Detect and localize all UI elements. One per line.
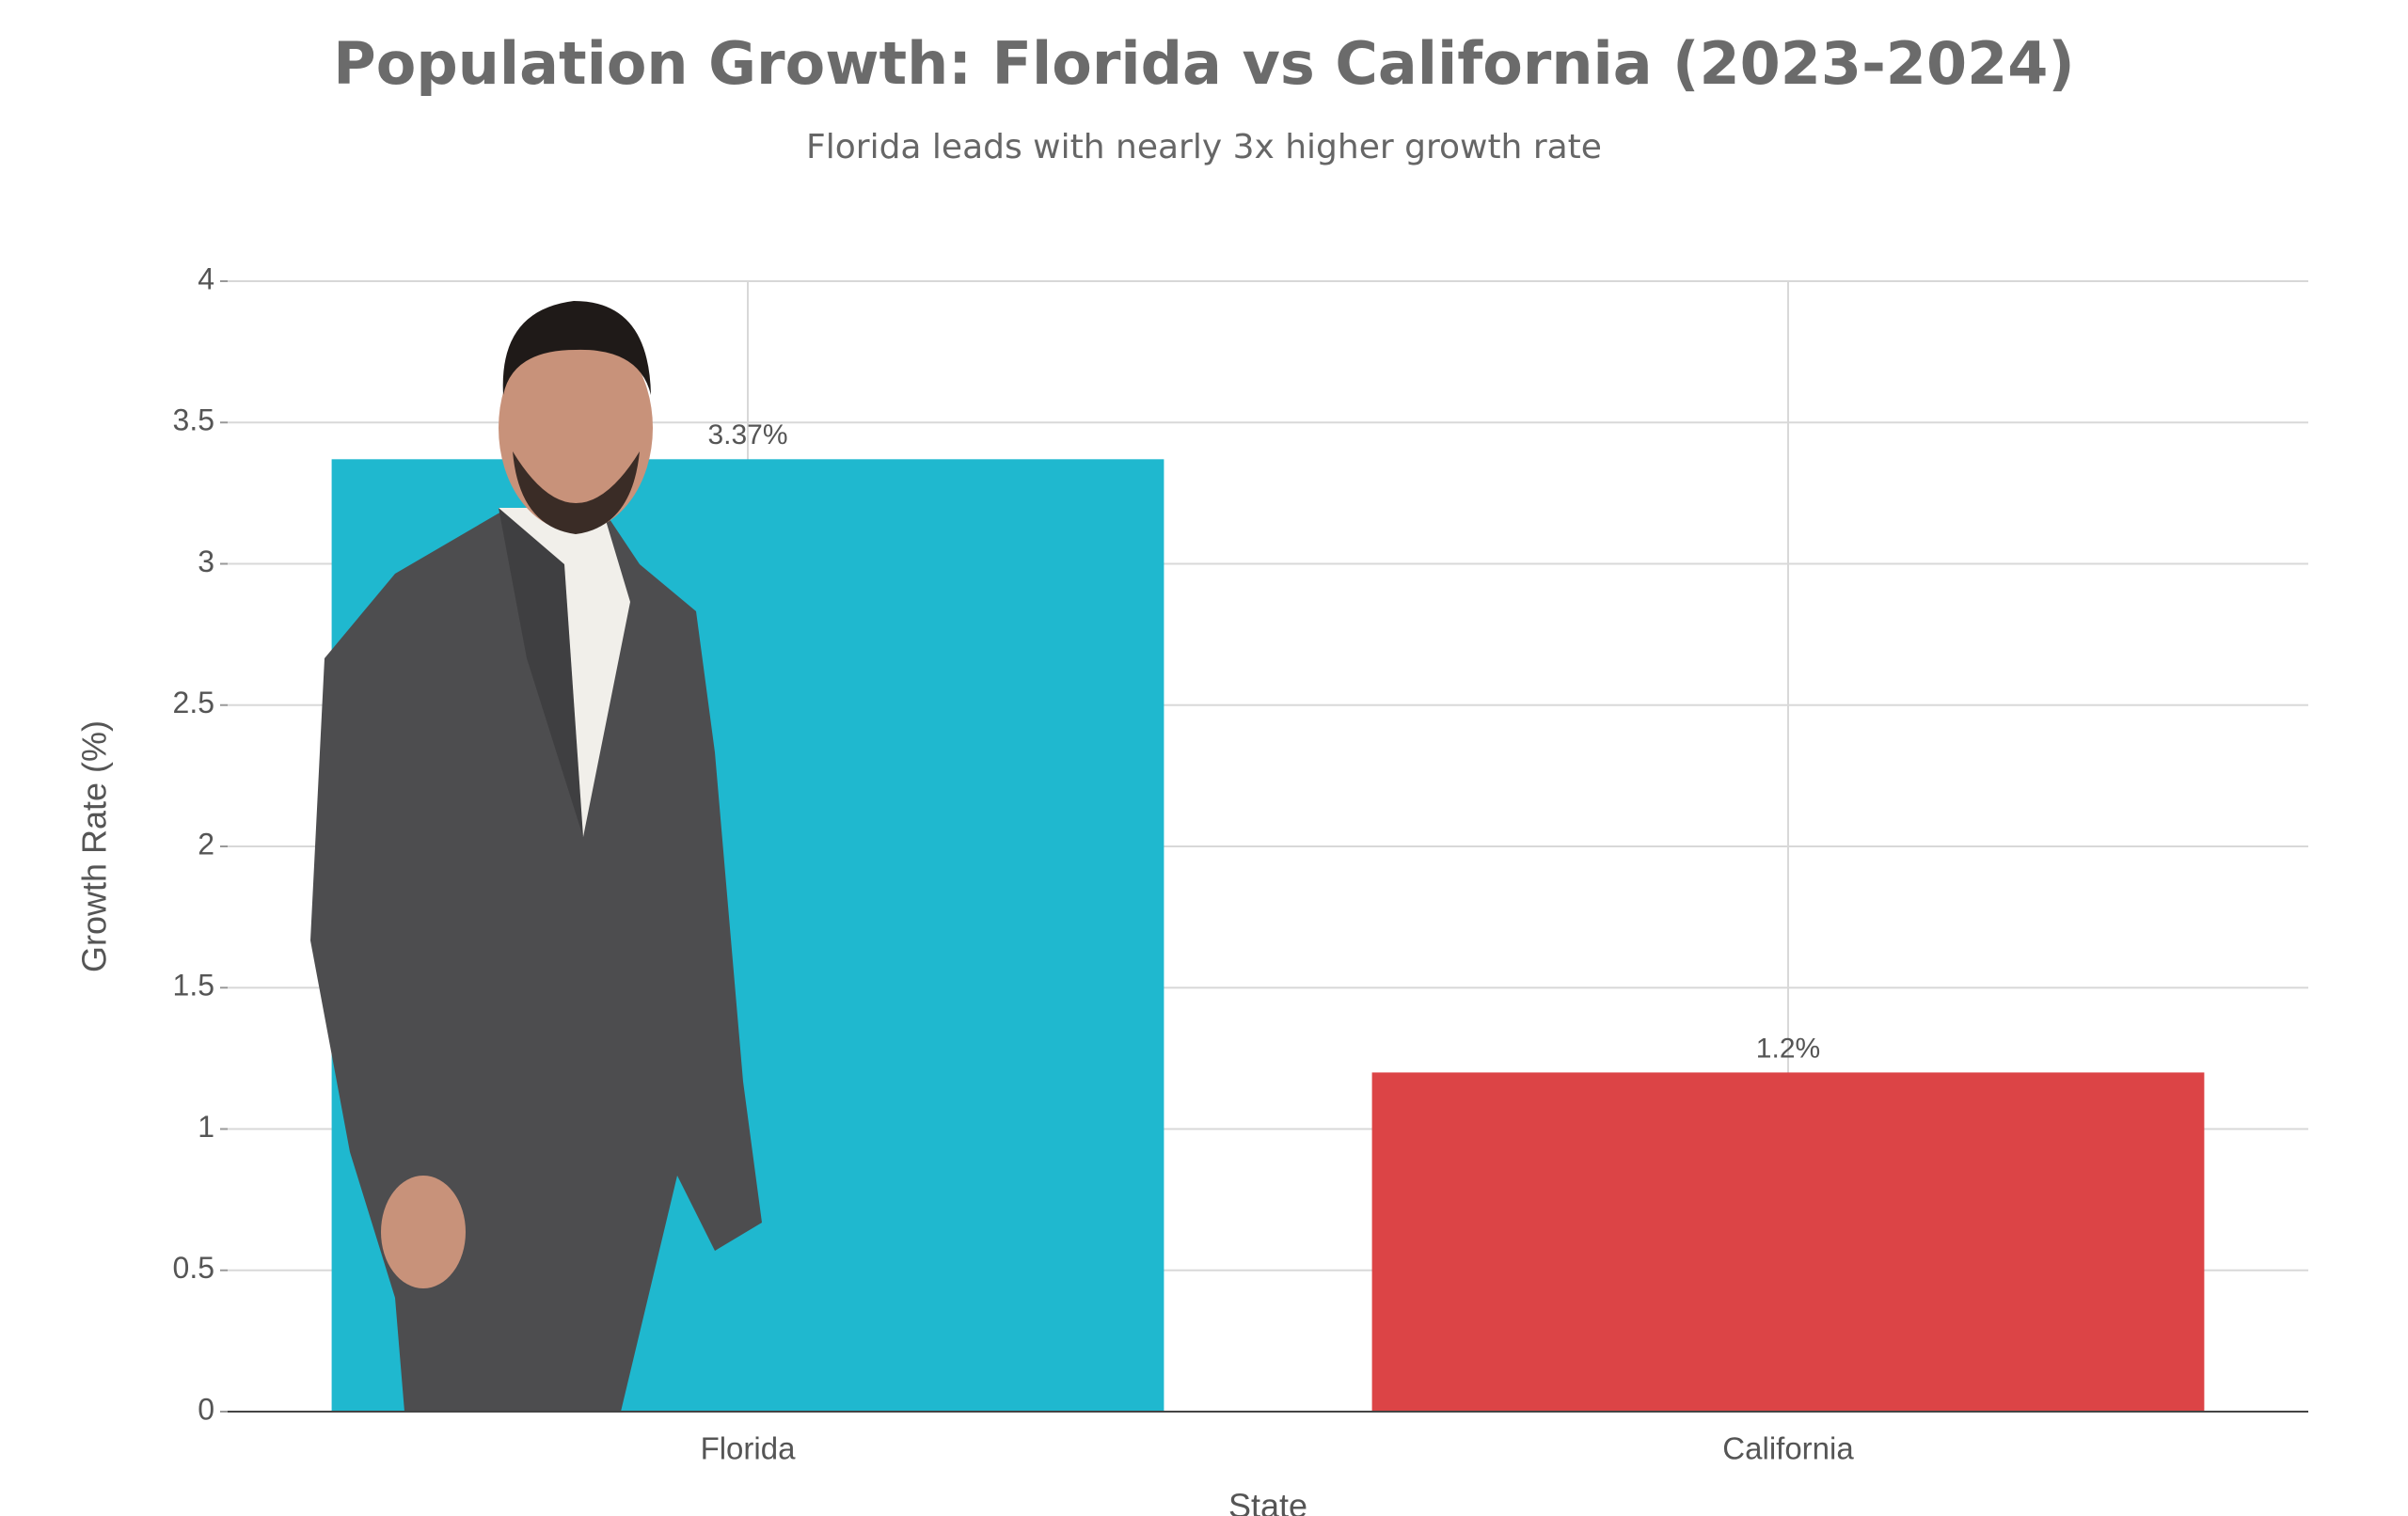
bar (1371, 1072, 2205, 1412)
y-tick-label: 3 (198, 545, 214, 578)
y-tick-label: 2 (198, 827, 214, 861)
y-tick-label: 2.5 (173, 686, 214, 719)
chart-subtitle: Florida leads with nearly 3x higher grow… (806, 128, 1602, 166)
y-axis-label: Growth Rate (%) (75, 720, 114, 972)
data-label: 1.2% (1756, 1033, 1820, 1064)
x-tick-label: Florida (701, 1431, 797, 1466)
y-tick-label: 4 (198, 261, 214, 295)
chart-title: Population Growth: Florida vs California… (333, 29, 2074, 98)
y-tick-label: 1.5 (173, 969, 214, 1003)
y-tick-label: 0.5 (173, 1251, 214, 1285)
x-tick-label: California (1722, 1431, 1854, 1466)
data-label: 3.37% (707, 419, 787, 450)
person-photo (310, 301, 762, 1412)
x-axis-label: State (1228, 1487, 1307, 1516)
y-tick-label: 1 (198, 1110, 214, 1144)
y-tick-label: 0 (198, 1392, 214, 1426)
y-tick-label: 3.5 (173, 403, 214, 437)
